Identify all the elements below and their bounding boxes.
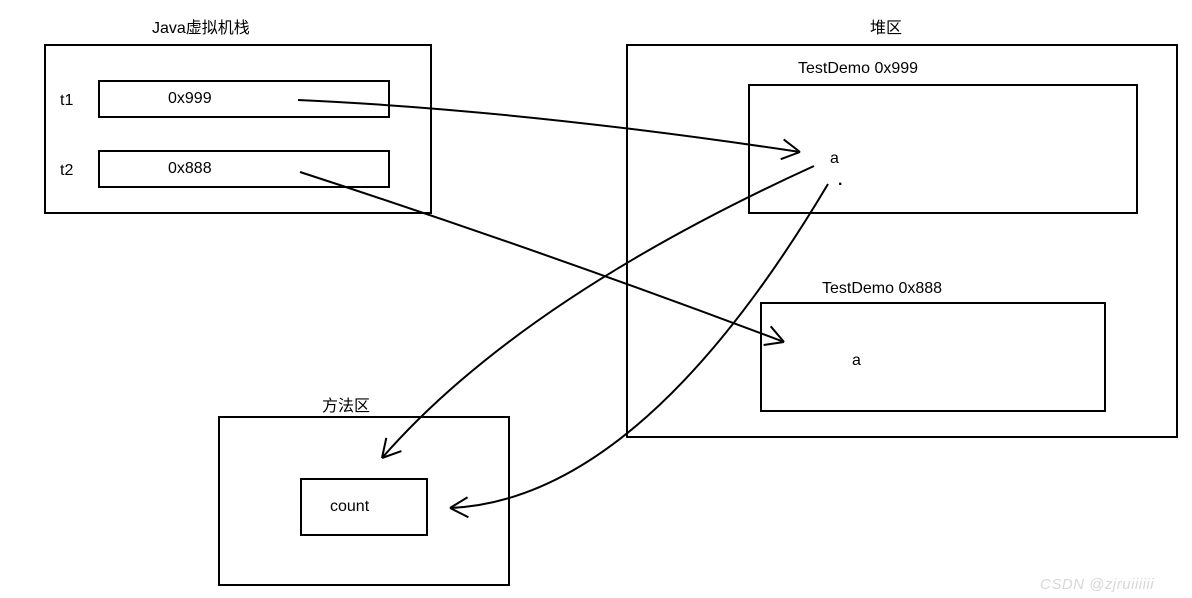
method-title: 方法区: [322, 392, 370, 416]
stack-var-t2-value: 0x888: [168, 160, 212, 178]
heap-obj2-title: TestDemo 0x888: [822, 280, 942, 298]
stack-var-t1-value: 0x999: [168, 90, 212, 108]
heap-obj2-field: a: [852, 352, 861, 370]
stack-var-t2-label: t2: [60, 162, 73, 180]
heap-obj1-box: [748, 84, 1138, 214]
stack-var-t1-label: t1: [60, 92, 73, 110]
heap-obj1-title: TestDemo 0x999: [798, 60, 918, 78]
heap-title: 堆区: [870, 14, 902, 38]
heap-obj2-box: [760, 302, 1106, 412]
method-count-label: count: [330, 498, 369, 516]
stack-var-t1-cell: [98, 80, 390, 118]
stack-var-t2-cell: [98, 150, 390, 188]
stack-title: Java虚拟机栈: [152, 14, 250, 38]
watermark-text: CSDN @zjruiiiiii: [1040, 576, 1154, 593]
heap-obj1-dot: .: [838, 172, 842, 190]
heap-obj1-field: a: [830, 150, 839, 168]
stack-region-box: [44, 44, 432, 214]
